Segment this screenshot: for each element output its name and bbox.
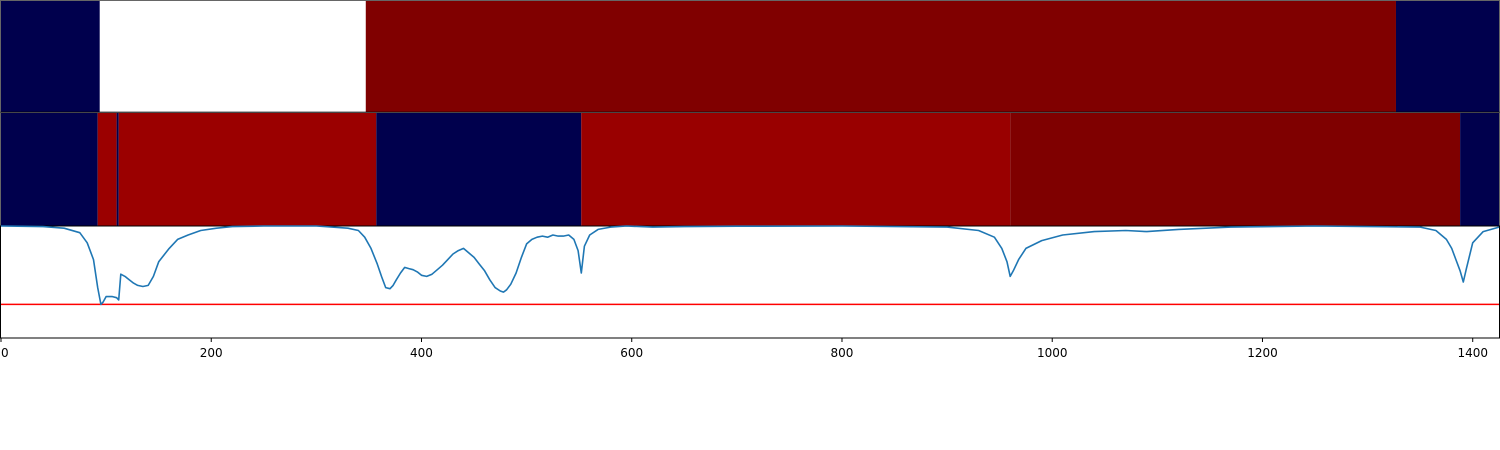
segment-8 <box>1460 113 1499 226</box>
segment-6 <box>581 113 1011 226</box>
segment-2 <box>99 1 366 112</box>
segment-1 <box>1 113 98 226</box>
score-curve-line <box>0 225 1500 306</box>
segment-7 <box>1010 113 1461 226</box>
middle-segmentation-band <box>0 112 1500 227</box>
x-tick-label: 800 <box>831 346 854 360</box>
score-curve-axes-frame <box>0 225 1500 339</box>
x-tick-label: 1200 <box>1247 346 1278 360</box>
segment-5 <box>376 113 582 226</box>
segment-3 <box>116 113 119 226</box>
x-tick-label: 400 <box>410 346 433 360</box>
score-curve-panel <box>0 225 1500 339</box>
x-tick-label: 600 <box>620 346 643 360</box>
segment-2 <box>97 113 117 226</box>
segment-4 <box>1395 1 1499 112</box>
segment-4 <box>118 113 377 226</box>
segment-3 <box>365 1 1396 112</box>
segment-1 <box>1 1 100 112</box>
top-segmentation-band <box>0 0 1500 113</box>
x-tick-label: 1400 <box>1457 346 1488 360</box>
x-tick-label: 1000 <box>1037 346 1068 360</box>
x-tick-label: 0 <box>1 346 9 360</box>
x-axis: 0 200 400 600 800 1000 1200 1400 <box>0 338 1488 360</box>
x-tick-label: 200 <box>200 346 223 360</box>
